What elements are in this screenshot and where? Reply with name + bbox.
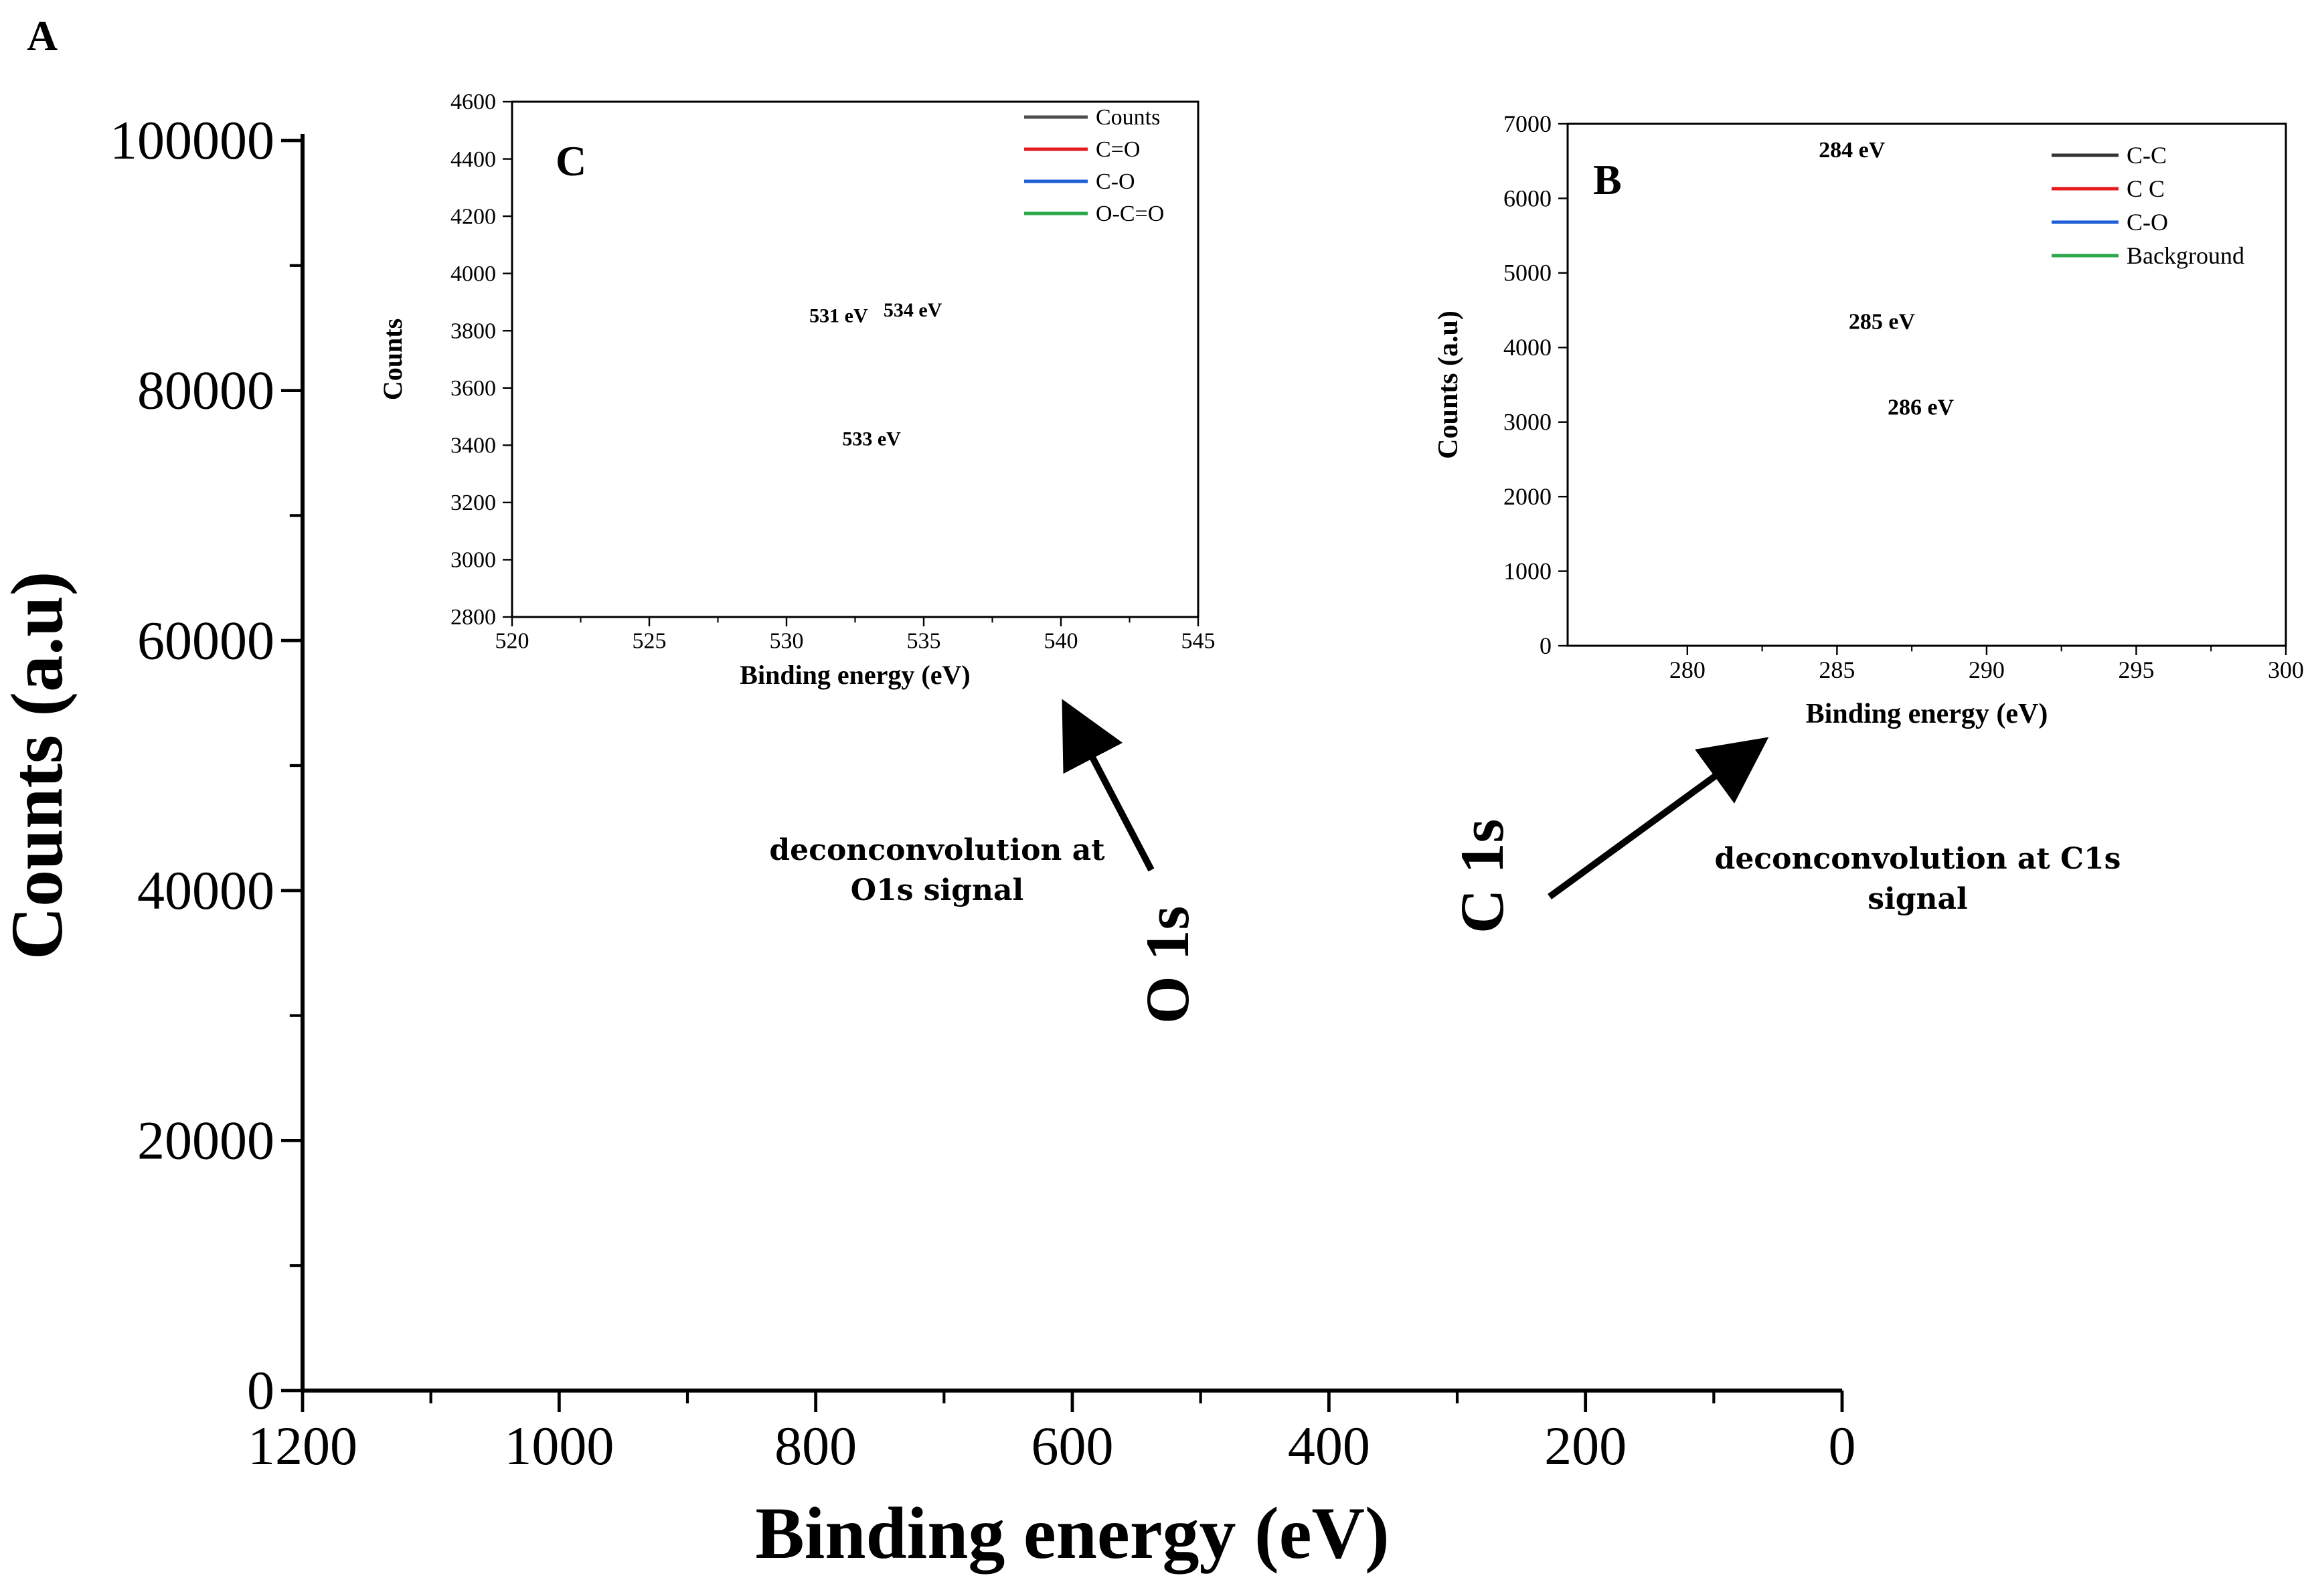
y-tick-label: 20000 bbox=[137, 1110, 274, 1170]
survey-plot: 1200 1000 800 600 400 200 00200004000060000800… bbox=[0, 110, 1856, 1574]
y-tick-label: 2000 bbox=[1503, 483, 1552, 510]
peak-label-c1s: C 1s bbox=[1448, 819, 1516, 934]
legend-entry: Background bbox=[2127, 242, 2244, 269]
x-tick-label: 300 bbox=[2268, 656, 2304, 683]
y-tick-label: 3400 bbox=[450, 434, 496, 458]
note-c1s-line1: deconconvolution at C1s bbox=[1715, 842, 2121, 876]
peak-annotation: 534 eV bbox=[884, 299, 942, 321]
inset-o1s-plot: 520 525 530 535 540 545 2800 3000 3200 3400 3600 38… bbox=[378, 90, 1216, 690]
y-tick-label: 40000 bbox=[137, 860, 274, 921]
peak-annotation: 286 eV bbox=[1888, 395, 1955, 420]
x-tick-label: 1000 bbox=[504, 1415, 614, 1476]
legend-entry: C=O bbox=[1096, 137, 1140, 162]
x-tick-label: 525 bbox=[633, 628, 667, 653]
y-tick-label: 0 bbox=[1540, 632, 1552, 659]
y-tick-label: 4400 bbox=[450, 147, 496, 172]
y-tick-label: 2800 bbox=[450, 605, 496, 630]
x-axis-label: Binding energy (eV) bbox=[740, 660, 970, 690]
y-tick-label: 4000 bbox=[1503, 334, 1552, 361]
panel-letter-b: B bbox=[1593, 156, 1622, 203]
x-tick-label: 200 bbox=[1544, 1415, 1627, 1476]
y-axis-label: Counts (a.u) bbox=[1433, 311, 1464, 459]
x-tick-label: 295 bbox=[2118, 656, 2154, 683]
x-axis-label: Binding energy (eV) bbox=[755, 1492, 1389, 1574]
y-tick-label: 4600 bbox=[450, 90, 496, 114]
x-tick-label: 280 bbox=[1669, 656, 1706, 683]
x-tick-label: 600 bbox=[1031, 1415, 1114, 1476]
y-tick-label: 3600 bbox=[450, 376, 496, 401]
panel-letter-c: C bbox=[556, 137, 586, 185]
y-axis-label: Counts (a.u) bbox=[0, 571, 78, 960]
plot-frame bbox=[1566, 122, 2287, 647]
peak-label-o1s: O 1s bbox=[1133, 906, 1202, 1024]
note-o1s-line1: deconconvolution at bbox=[769, 833, 1105, 867]
x-axis-label: Binding energy (eV) bbox=[1806, 699, 2048, 729]
peak-annotation: 285 eV bbox=[1849, 309, 1916, 334]
x-tick-label: 400 bbox=[1288, 1415, 1370, 1476]
y-tick-label: 7000 bbox=[1503, 110, 1552, 137]
y-tick-label: 3000 bbox=[450, 548, 496, 573]
legend-entry: C-O bbox=[1096, 169, 1135, 194]
y-tick-label: 5000 bbox=[1503, 260, 1552, 286]
peak-annotation: 284 eV bbox=[1819, 138, 1886, 163]
x-tick-label: 535 bbox=[907, 628, 941, 653]
y-tick-label: 100000 bbox=[110, 110, 274, 171]
y-tick-label: 80000 bbox=[137, 360, 274, 421]
peak-annotation: 533 eV bbox=[842, 428, 901, 450]
legend-entry: C-O bbox=[2127, 209, 2168, 236]
legend-entry: Counts bbox=[1096, 105, 1160, 130]
panel-letter-a: A bbox=[27, 12, 58, 60]
legend-entry: C-C bbox=[2127, 142, 2167, 169]
legend-entry: O-C=O bbox=[1096, 201, 1164, 226]
x-tick-label: 290 bbox=[1969, 656, 2005, 683]
y-tick-label: 3000 bbox=[1503, 409, 1552, 436]
note-o1s-line2: O1s signal bbox=[851, 873, 1024, 907]
x-tick-label: 800 bbox=[774, 1415, 857, 1476]
y-tick-label: 3200 bbox=[450, 491, 496, 515]
arrow-to-inset-b bbox=[1548, 737, 1769, 900]
x-tick-label: 520 bbox=[495, 628, 529, 653]
x-tick-label: 285 bbox=[1819, 656, 1855, 683]
y-tick-label: 6000 bbox=[1503, 185, 1552, 211]
x-tick-label: 1200 bbox=[248, 1415, 357, 1476]
x-tick-label: 0 bbox=[1829, 1415, 1856, 1476]
y-tick-label: 60000 bbox=[137, 610, 274, 671]
y-axis-label: Counts bbox=[378, 319, 408, 400]
y-tick-label: 4000 bbox=[450, 262, 496, 286]
y-tick-label: 1000 bbox=[1503, 557, 1552, 584]
inset-c1s-plot: 280 285 290 295 3000100020003000400050006000… bbox=[1433, 110, 2304, 729]
x-tick-label: 545 bbox=[1181, 628, 1216, 653]
x-tick-label: 530 bbox=[770, 628, 804, 653]
note-c1s-line2: signal bbox=[1868, 882, 1967, 916]
y-tick-label: 0 bbox=[247, 1360, 274, 1421]
peak-annotation: 531 eV bbox=[809, 304, 868, 327]
x-tick-label: 540 bbox=[1044, 628, 1078, 653]
y-tick-label: 4200 bbox=[450, 204, 496, 229]
arrow-to-inset-c bbox=[1062, 699, 1155, 872]
y-tick-label: 3800 bbox=[450, 319, 496, 343]
legend-entry: C C bbox=[2127, 175, 2165, 202]
